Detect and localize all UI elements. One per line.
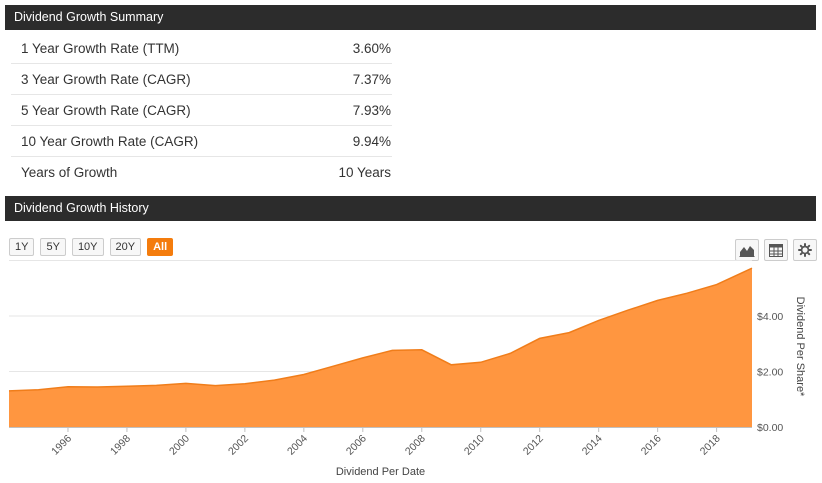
summary-row-value: 10 Years [338,165,391,180]
area-chart-button[interactable] [735,239,759,261]
summary-row: Years of Growth 10 Years [11,157,392,188]
x-axis-title: Dividend Per Date [336,466,425,478]
summary-row-value: 3.60% [352,40,391,56]
summary-header: Dividend Growth Summary [5,5,816,30]
summary-row-value: 7.93% [352,102,391,118]
summary-row-label: 3 Year Growth Rate (CAGR) [21,71,191,87]
y-axis-title: Dividend Per Share* [794,297,806,397]
x-tick-label: 2002 [226,433,251,458]
summary-row-label: 5 Year Growth Rate (CAGR) [21,102,191,118]
summary-row: 3 Year Growth Rate (CAGR) 7.37% [11,64,392,95]
gear-icon [798,243,812,257]
range-button-all[interactable]: All [147,238,174,256]
range-button-5y[interactable]: 5Y [40,238,66,256]
table-button[interactable] [764,239,788,261]
x-tick-label: 2000 [167,433,192,458]
range-button-20y[interactable]: 20Y [109,238,142,256]
range-selector: 1Y 5Y 10Y 20Y All [9,238,174,256]
history-header: Dividend Growth History [5,196,816,221]
x-tick-label: 2008 [403,433,428,458]
summary-row: 10 Year Growth Rate (CAGR) 9.94% [11,126,392,157]
chart-toolbar [735,239,817,261]
summary-row-value: 9.94% [352,133,391,149]
area-chart-icon [739,246,755,257]
y-tick-label: $4.00 [757,311,783,323]
y-axis-ticks: $0.00 $2.00 $4.00 [757,311,783,434]
x-tick-label: 2006 [344,433,369,458]
range-button-10y[interactable]: 10Y [71,238,104,256]
dividend-history-chart: 1996 1998 2000 2002 2004 2006 2008 2010 2012 2014… [8,260,806,478]
x-tick-label: 2010 [462,433,487,458]
x-tick-label: 1998 [108,433,133,458]
dividend-line [8,267,753,392]
x-tick-label: 2018 [698,433,723,458]
summary-row-label: Years of Growth [21,165,118,180]
x-tick-label: 2012 [521,433,546,458]
summary-row-value: 7.37% [352,71,391,87]
y-tick-label: $2.00 [757,366,783,378]
history-title: Dividend Growth History [14,201,149,215]
x-tick-label: 2004 [285,433,310,458]
summary-row-label: 1 Year Growth Rate (TTM) [21,40,180,56]
summary-row: 5 Year Growth Rate (CAGR) 7.93% [11,95,392,126]
dividend-area [9,268,752,427]
summary-row: 1 Year Growth Rate (TTM) 3.60% [11,33,392,64]
x-axis-ticks: 1996 1998 2000 2002 2004 2006 2008 2010 2012 2014… [49,427,723,458]
x-tick-label: 2014 [580,433,605,458]
range-button-1y[interactable]: 1Y [9,238,35,256]
summary-row-label: 10 Year Growth Rate (CAGR) [21,133,199,149]
x-tick-label: 2016 [639,433,664,458]
table-icon [769,243,783,257]
summary-table: 1 Year Growth Rate (TTM) 3.60% 3 Year Gr… [11,33,392,188]
x-tick-label: 1996 [49,433,74,458]
settings-button[interactable] [793,239,817,261]
y-tick-label: $0.00 [757,422,783,434]
summary-title: Dividend Growth Summary [14,10,164,24]
